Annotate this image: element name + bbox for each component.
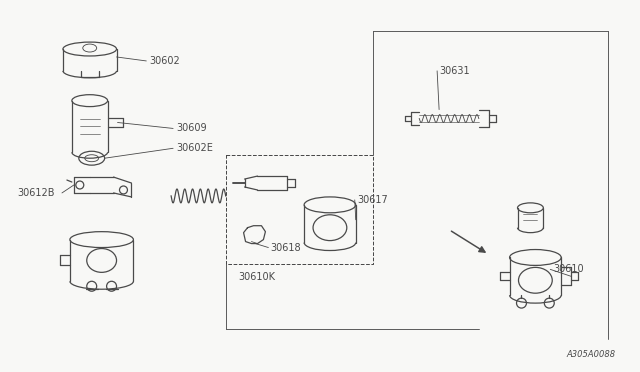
Text: 30631: 30631: [439, 66, 470, 76]
Text: 30609: 30609: [176, 124, 207, 134]
Text: 30610: 30610: [553, 264, 584, 275]
Text: 30610K: 30610K: [239, 272, 276, 282]
Text: 30617: 30617: [358, 195, 388, 205]
Text: 30612B: 30612B: [17, 188, 55, 198]
Text: A305A0088: A305A0088: [566, 350, 616, 359]
Text: 30602: 30602: [149, 56, 180, 66]
Text: 30618: 30618: [270, 243, 301, 253]
Text: 30602E: 30602E: [176, 143, 213, 153]
